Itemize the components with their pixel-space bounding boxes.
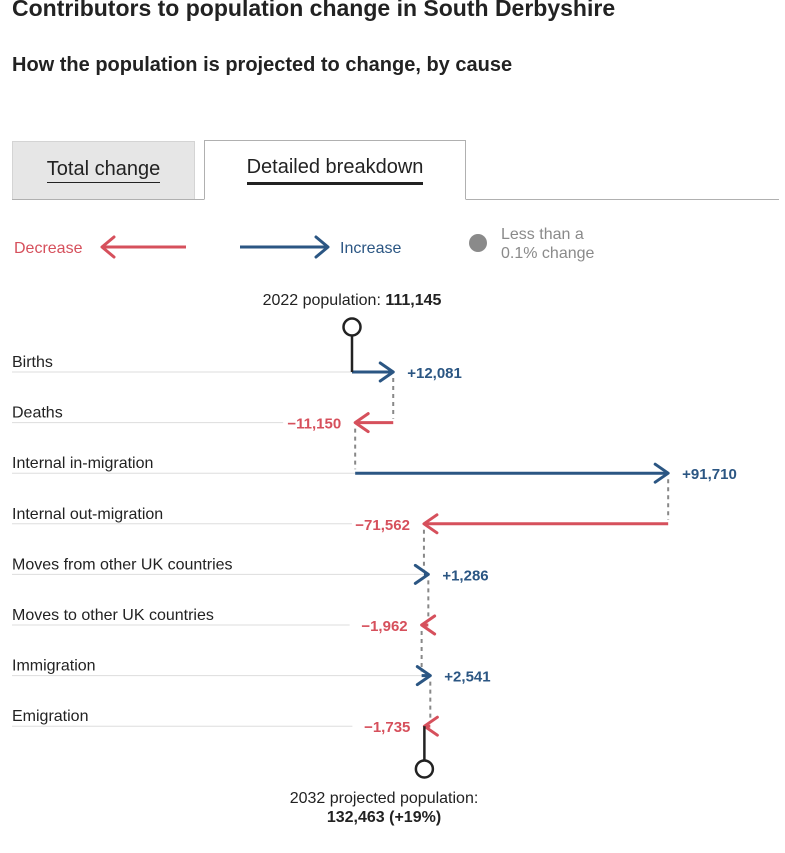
category-label: Internal out-migration <box>12 506 163 523</box>
legend-decrease-label: Decrease <box>14 240 83 257</box>
category-label: Moves from other UK countries <box>12 556 233 573</box>
tab-detailed-breakdown-label: Detailed breakdown <box>246 156 424 185</box>
legend-increase-label: Increase <box>340 240 401 257</box>
legend-small-change-label-line1: Less than a <box>501 226 584 243</box>
page-title: Contributors to population change in Sou… <box>12 0 616 21</box>
start-node-icon <box>342 317 362 337</box>
category-label: Emigration <box>12 708 88 725</box>
end-node-icon <box>414 759 435 779</box>
increase-arrowhead-icon <box>413 563 430 585</box>
row-moves-to-other-uk-countries: Moves to other UK countries −1,962 <box>12 580 437 636</box>
increase-arrowhead-icon <box>653 462 670 484</box>
tab-bar: Total change Detailed breakdown <box>12 140 779 200</box>
decrease-arrowhead-icon <box>422 513 439 535</box>
value-label: +2,541 <box>444 669 490 686</box>
tab-total-change[interactable]: Total change <box>12 141 195 199</box>
row-internal-in-migration: Internal in-migration +91,710 <box>12 428 737 484</box>
value-label: −71,562 <box>355 517 410 534</box>
row-deaths: Deaths −11,150 <box>12 378 395 434</box>
row-immigration: Immigration +2,541 <box>12 631 491 687</box>
decrease-arrowhead-icon <box>422 715 439 737</box>
legend-increase-arrow-icon <box>314 235 330 259</box>
legend: Decrease Increase Less than a 0.1% chang… <box>14 226 595 262</box>
category-label: Births <box>12 354 53 371</box>
start-population-label: 2022 population: 111,145 <box>263 292 442 309</box>
value-label: +91,710 <box>682 466 737 483</box>
legend-small-change-label-line2: 0.1% change <box>501 245 595 262</box>
category-label: Internal in-migration <box>12 455 153 472</box>
value-label: +12,081 <box>407 365 462 382</box>
category-label: Deaths <box>12 405 63 422</box>
increase-arrowhead-icon <box>415 665 432 687</box>
row-emigration: Emigration −1,735 <box>12 681 439 737</box>
legend-small-change-dot-icon <box>469 234 487 252</box>
increase-arrowhead-icon <box>378 361 395 383</box>
value-label: −11,150 <box>287 416 341 433</box>
legend-decrease-arrow-icon <box>100 235 116 259</box>
tab-detailed-breakdown[interactable]: Detailed breakdown <box>204 140 466 200</box>
row-moves-from-other-uk-countries: Moves from other UK countries +1,286 <box>12 529 489 585</box>
tab-total-change-label: Total change <box>46 158 161 183</box>
value-label: −1,962 <box>361 618 407 635</box>
category-label: Moves to other UK countries <box>12 607 214 624</box>
end-population-value: 132,463 (+19%) <box>327 809 441 826</box>
row-internal-out-migration: Internal out-migration −71,562 <box>12 479 670 535</box>
row-births: Births +12,081 <box>12 354 462 383</box>
chart-subtitle: How the population is projected to chang… <box>12 54 513 76</box>
value-label: −1,735 <box>364 719 410 736</box>
decrease-arrowhead-icon <box>420 614 437 636</box>
category-label: Immigration <box>12 658 96 675</box>
value-label: +1,286 <box>442 567 488 584</box>
decrease-arrowhead-icon <box>353 412 370 434</box>
end-population-label: 2032 projected population: <box>290 790 479 807</box>
